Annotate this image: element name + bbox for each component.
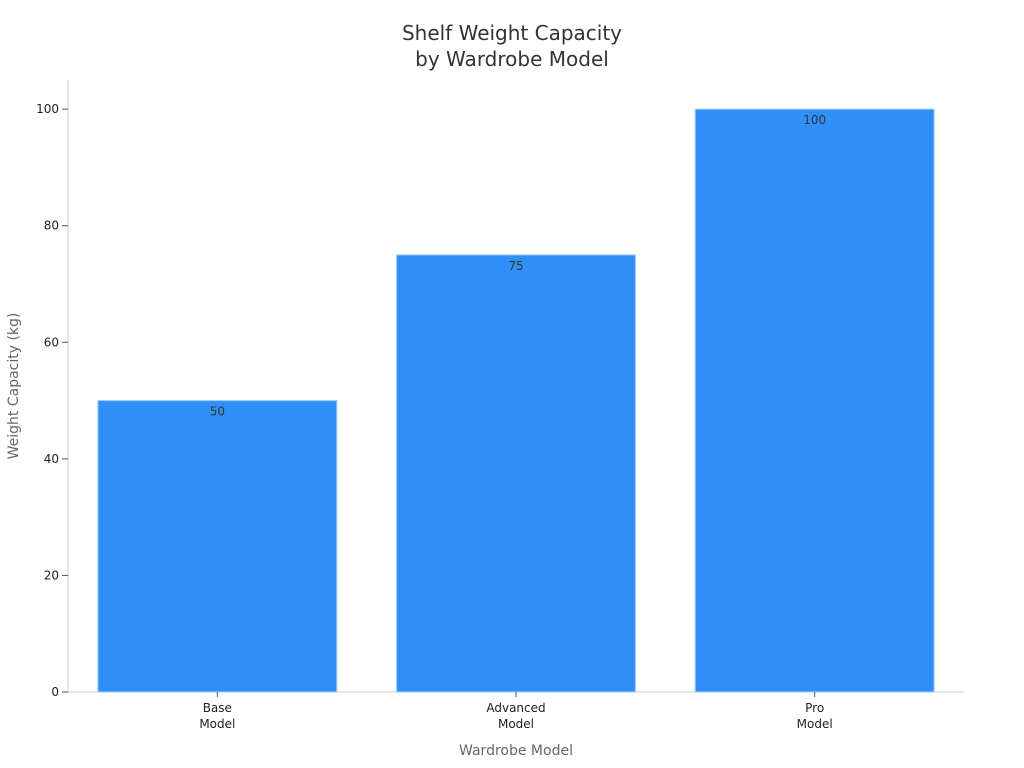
x-axis-label: Wardrobe Model (459, 743, 573, 759)
y-axis-ticks: 0 20 40 60 80 100 (36, 102, 68, 699)
y-tick-label: 40 (44, 452, 59, 466)
x-tick-label: Base (203, 701, 232, 715)
bar (694, 108, 935, 693)
x-tick-label: Model (498, 717, 534, 731)
y-tick-label: 0 (51, 685, 59, 699)
y-tick-label: 60 (44, 335, 59, 349)
chart-title-line-1: Shelf Weight Capacity (402, 21, 622, 45)
y-tick-label: 20 (44, 568, 59, 582)
chart-title-line-2: by Wardrobe Model (415, 47, 609, 71)
x-tick-label: Model (797, 717, 833, 731)
x-tick-label: Pro (805, 701, 824, 715)
y-axis-label: Weight Capacity (kg) (6, 313, 22, 460)
bar (97, 400, 338, 693)
y-tick-label: 80 (44, 219, 59, 233)
bar-value-label: 75 (508, 259, 523, 273)
y-tick-label: 100 (36, 102, 59, 116)
bars: 50 75 100 (97, 108, 935, 693)
bar (396, 254, 636, 693)
x-tick-label: Advanced (486, 701, 545, 715)
bar-value-label: 50 (210, 405, 225, 419)
x-axis-ticks: Base Model Advanced Model Pro Model (199, 692, 833, 731)
bar-value-label: 100 (803, 113, 826, 127)
x-tick-label: Model (199, 717, 235, 731)
